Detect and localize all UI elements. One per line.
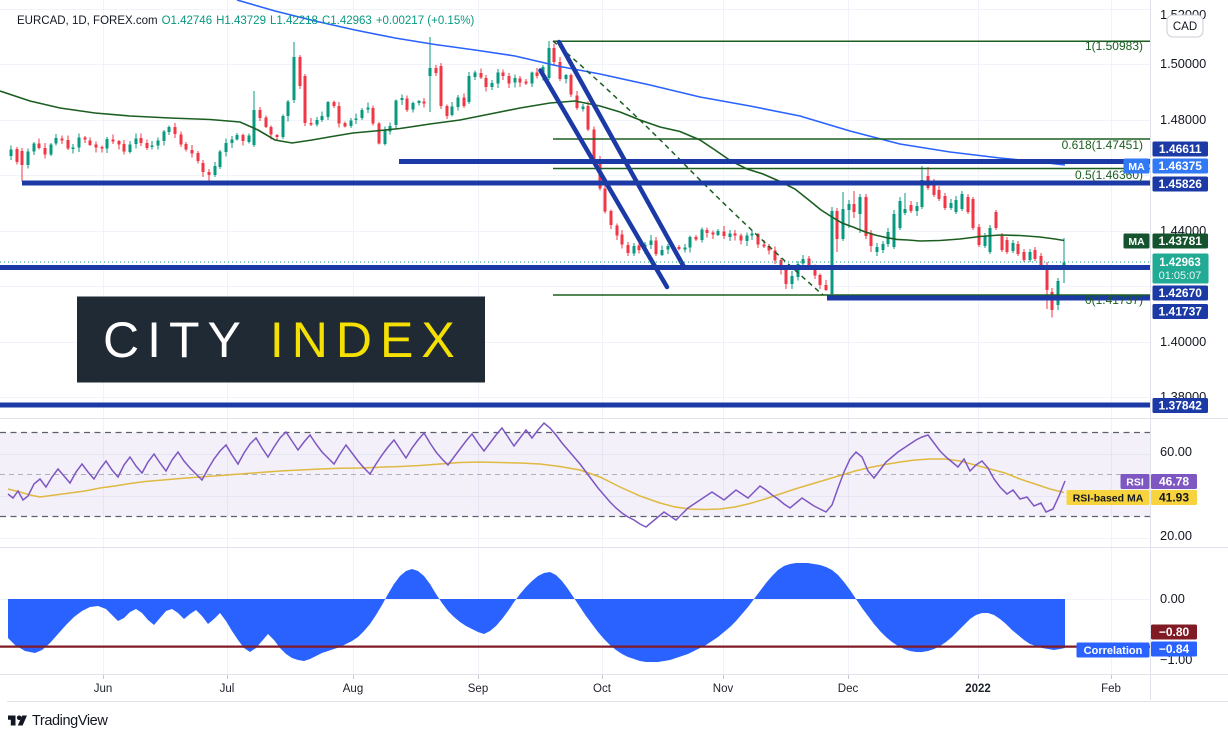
svg-text:MA: MA (1128, 161, 1145, 173)
svg-text:CAD: CAD (1173, 21, 1197, 33)
svg-text:1.41737: 1.41737 (1159, 305, 1203, 319)
svg-text:1.37842: 1.37842 (1159, 399, 1203, 413)
svg-text:60.00: 60.00 (1160, 444, 1192, 459)
svg-text:1.46611: 1.46611 (1159, 142, 1202, 156)
svg-text:20.00: 20.00 (1160, 528, 1192, 543)
svg-text:0.00: 0.00 (1160, 591, 1185, 606)
svg-text:Dec: Dec (838, 683, 859, 695)
svg-text:2022: 2022 (965, 683, 991, 695)
svg-text:01:05:07: 01:05:07 (1159, 270, 1202, 282)
svg-text:1.42670: 1.42670 (1159, 286, 1203, 300)
svg-text:1.42963: 1.42963 (1159, 257, 1201, 269)
svg-text:Nov: Nov (713, 683, 734, 695)
svg-text:Feb: Feb (1101, 683, 1121, 695)
svg-text:TradingView: TradingView (32, 713, 108, 729)
svg-text:−0.80: −0.80 (1159, 625, 1190, 639)
svg-text:1.50000: 1.50000 (1160, 56, 1206, 71)
svg-text:CITY INDEX: CITY INDEX (103, 312, 463, 368)
svg-text:1.45826: 1.45826 (1159, 177, 1203, 191)
svg-text:MA: MA (1128, 236, 1145, 248)
svg-text:RSI: RSI (1126, 476, 1144, 488)
svg-text:1.43781: 1.43781 (1159, 234, 1203, 248)
svg-text:Correlation: Correlation (1084, 645, 1143, 657)
svg-text:1(1.50983): 1(1.50983) (1085, 39, 1143, 53)
svg-text:41.93: 41.93 (1159, 491, 1189, 505)
svg-text:Aug: Aug (343, 683, 363, 695)
svg-text:−0.84: −0.84 (1159, 642, 1190, 656)
svg-text:Oct: Oct (593, 683, 612, 695)
svg-text:46.78: 46.78 (1159, 475, 1189, 489)
svg-text:Jul: Jul (220, 683, 235, 695)
svg-text:Sep: Sep (468, 683, 488, 695)
svg-text:RSI-based MA: RSI-based MA (1073, 492, 1144, 504)
svg-text:1.48000: 1.48000 (1160, 112, 1206, 127)
svg-text:0(1.41737): 0(1.41737) (1085, 293, 1143, 307)
svg-text:0.618(1.47451): 0.618(1.47451) (1062, 138, 1143, 152)
svg-text:1.40000: 1.40000 (1160, 334, 1206, 349)
svg-text:Jun: Jun (94, 683, 113, 695)
svg-text:1.46375: 1.46375 (1159, 159, 1203, 173)
